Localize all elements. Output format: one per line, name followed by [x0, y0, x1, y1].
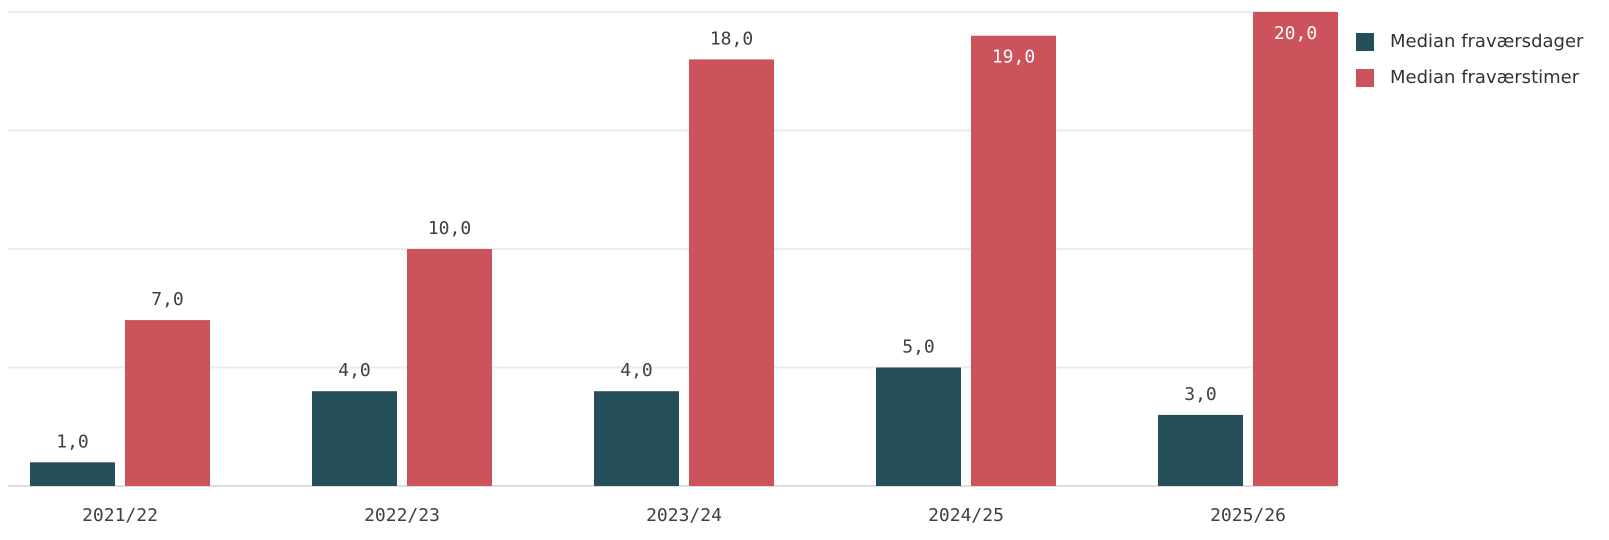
bar: [125, 320, 210, 486]
value-label: 7,0: [151, 289, 184, 310]
bar: [689, 59, 774, 487]
x-tick-label: 2022/23: [364, 505, 440, 526]
value-label: 18,0: [710, 28, 753, 49]
bar: [971, 35, 1056, 486]
legend-label: Median fraværsdager: [1390, 31, 1584, 52]
bar: [407, 249, 492, 486]
value-label: 20,0: [1274, 23, 1317, 44]
bar: [1158, 414, 1243, 486]
legend-swatch: [1356, 69, 1374, 87]
bar: [876, 367, 961, 486]
bar: [594, 391, 679, 486]
x-tick-label: 2021/22: [82, 505, 158, 526]
x-tick-label: 2024/25: [928, 505, 1004, 526]
value-label: 1,0: [56, 431, 89, 452]
value-label: 10,0: [428, 218, 471, 239]
legend-label: Median fraværstimer: [1390, 67, 1580, 88]
value-label: 5,0: [902, 337, 935, 358]
value-label: 4,0: [620, 360, 653, 381]
bar: [312, 391, 397, 486]
x-tick-label: 2025/26: [1210, 505, 1286, 526]
x-tick-label: 2023/24: [646, 505, 722, 526]
bar: [1253, 12, 1338, 486]
bar: [30, 462, 115, 486]
value-label: 4,0: [338, 360, 371, 381]
value-label: 19,0: [992, 47, 1035, 68]
value-label: 3,0: [1184, 384, 1217, 405]
legend-swatch: [1356, 33, 1374, 51]
